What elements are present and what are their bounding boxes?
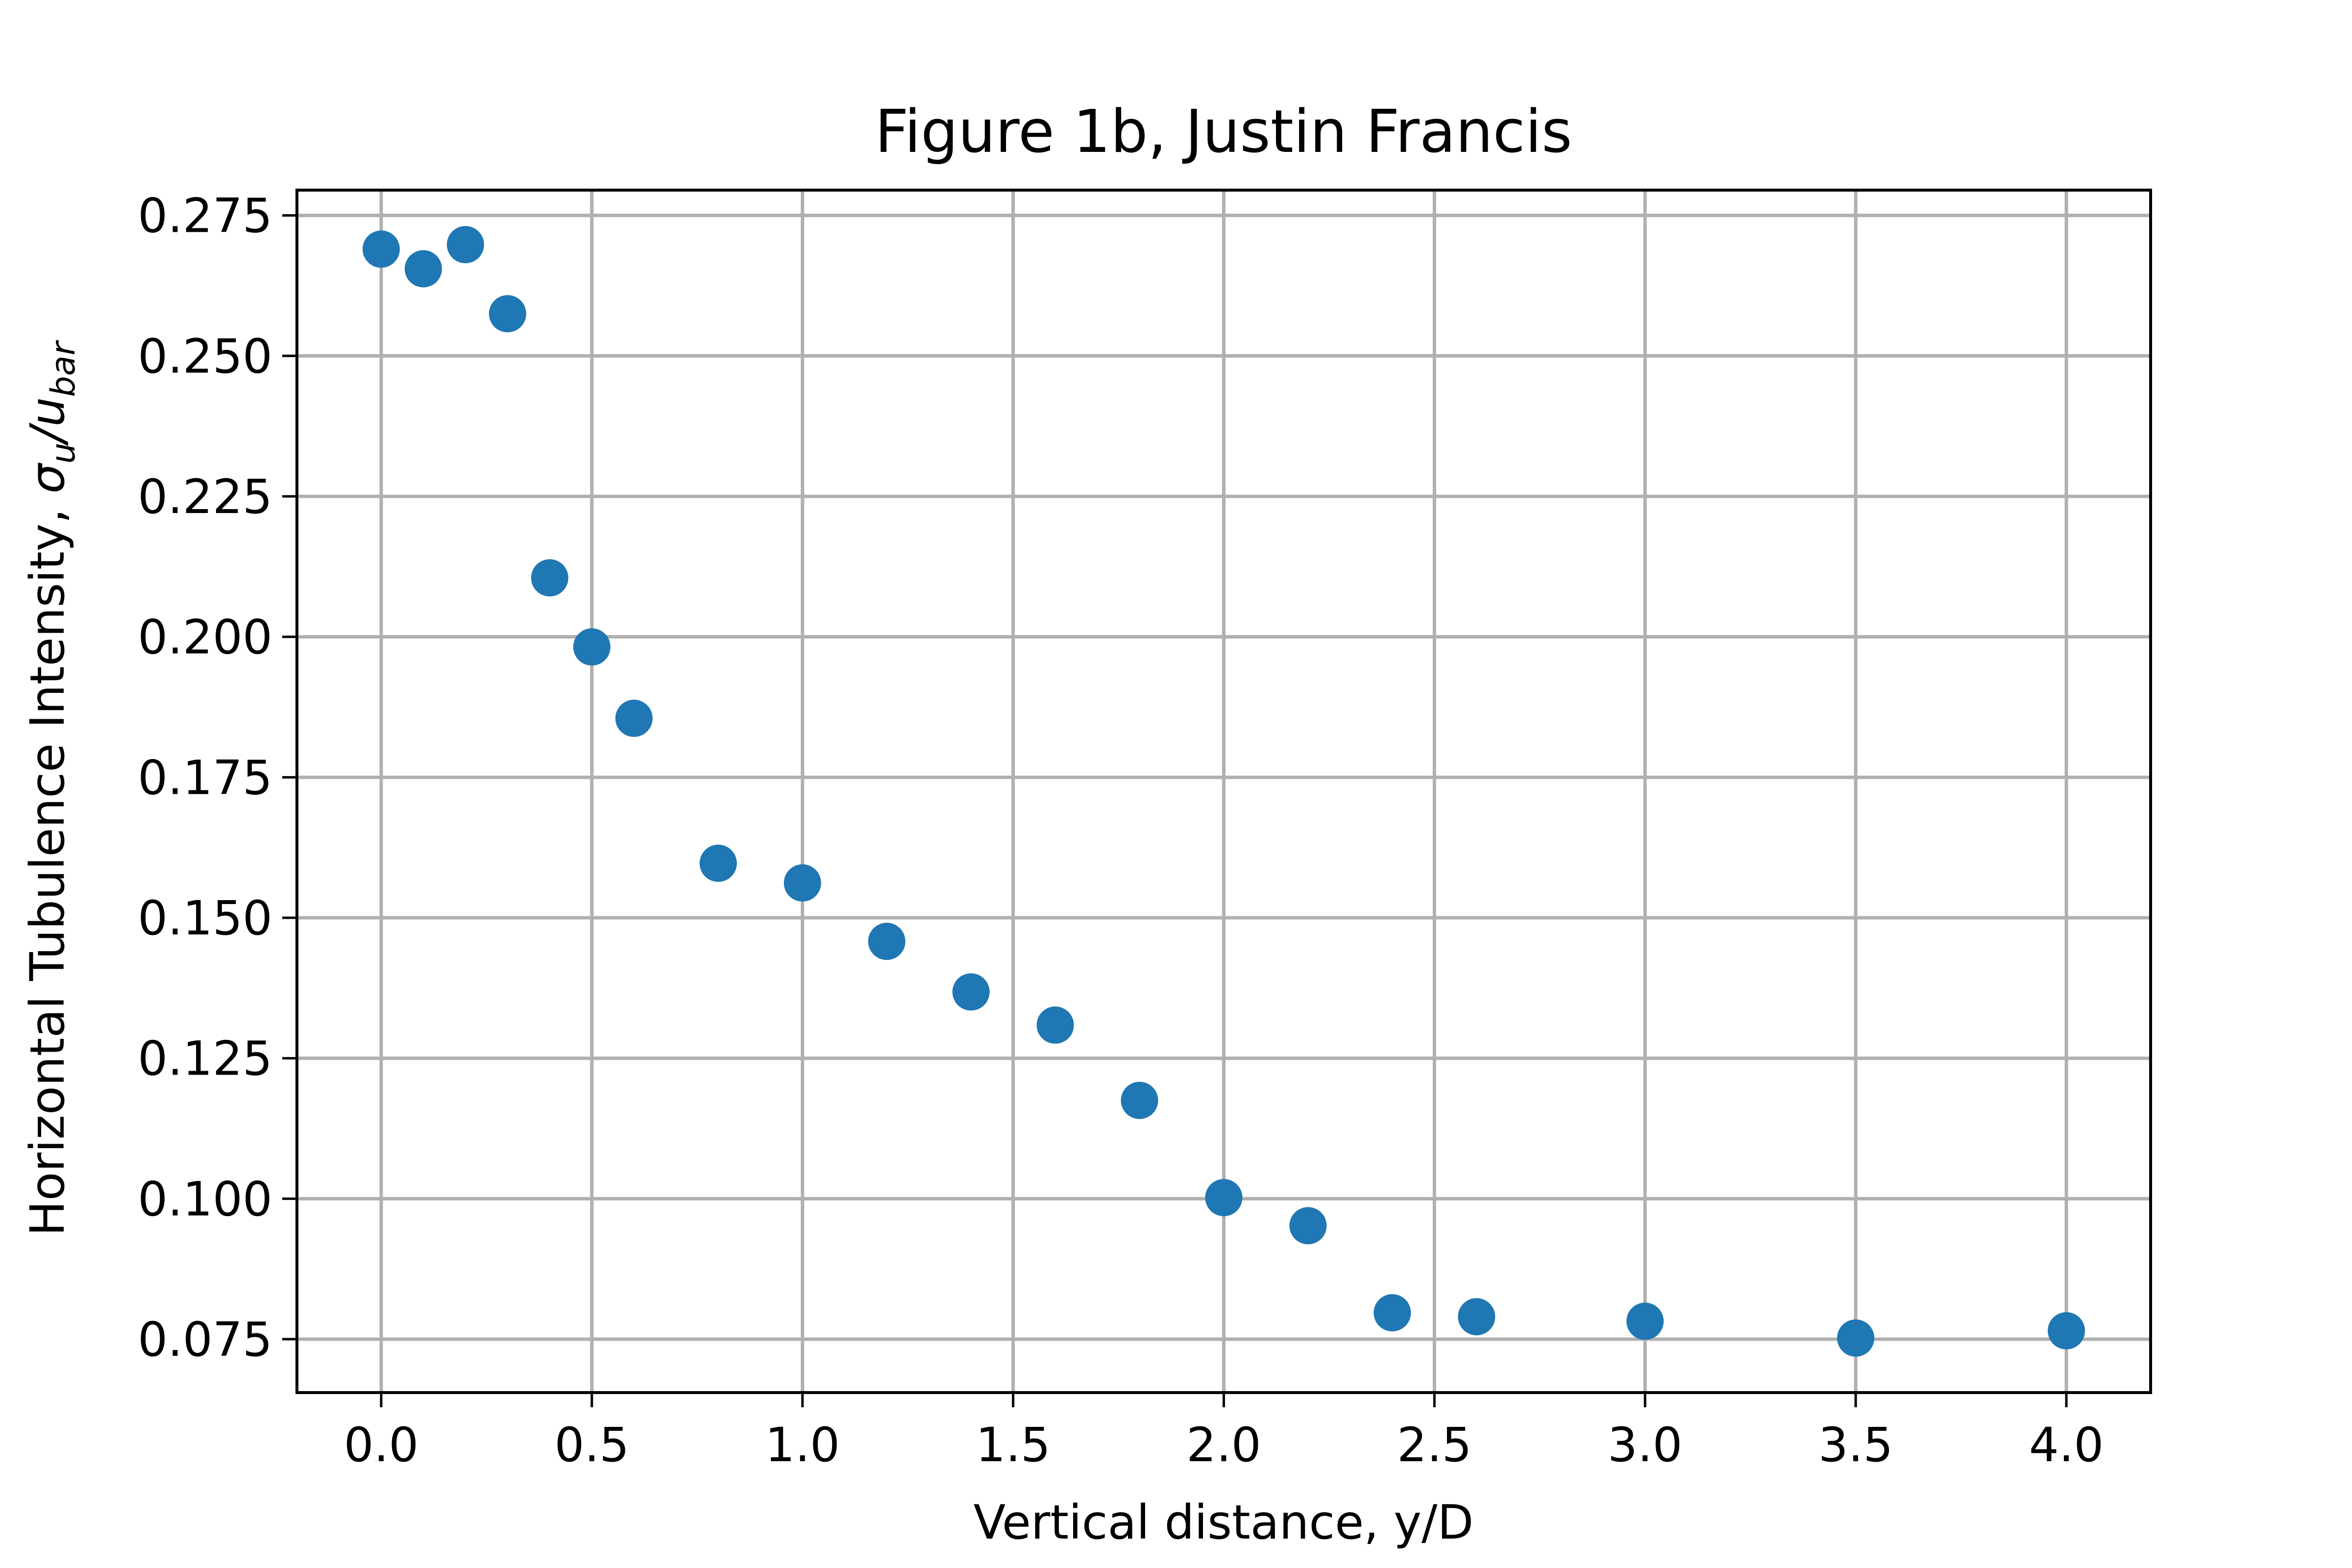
y-tick-label: 0.200 (138, 610, 272, 665)
data-point (1036, 1006, 1074, 1044)
data-point (952, 973, 990, 1011)
data-point (573, 628, 611, 666)
y-tick-label: 0.125 (138, 1031, 272, 1086)
y-axis-label: Horizontal Tubulence Intensity, σu/ubar (20, 340, 83, 1236)
x-tick-label: 3.5 (1818, 1418, 1893, 1472)
data-point (489, 295, 526, 333)
x-tick-label: 1.5 (976, 1418, 1051, 1472)
y-tick-label: 0.150 (138, 891, 272, 946)
data-point (362, 230, 400, 268)
data-point (1373, 1294, 1411, 1332)
data-point (1458, 1298, 1495, 1336)
y-axis-label-u: u (20, 397, 75, 427)
data-point (1626, 1302, 1664, 1340)
data-point (1289, 1207, 1327, 1245)
y-axis-label-sigma-sub: u (44, 442, 83, 464)
x-tick-label: 3.0 (1608, 1418, 1683, 1472)
data-point (1837, 1319, 1875, 1357)
data-point (2048, 1312, 2085, 1349)
tick-marks (282, 214, 2068, 1407)
chart-title: Figure 1b, Justin Francis (875, 98, 1572, 166)
x-axis-label: Vertical distance, y/D (974, 1495, 1474, 1550)
y-axis-label-u-sub: bar (44, 340, 83, 397)
x-tick-label: 0.0 (344, 1418, 419, 1472)
y-tick-label: 0.100 (138, 1172, 272, 1226)
x-tick-label: 4.0 (2029, 1418, 2104, 1472)
y-tick-label: 0.250 (138, 329, 272, 384)
x-tick-label: 0.5 (555, 1418, 630, 1472)
y-tick-label: 0.175 (138, 750, 272, 805)
data-points (362, 226, 2085, 1357)
y-axis-label-main: Horizontal Tubulence Intensity, (20, 493, 75, 1236)
y-tick-labels: 0.075 0.100 0.125 0.150 0.175 0.200 0.225 0.250… (138, 189, 272, 1367)
x-tick-label: 2.5 (1397, 1418, 1472, 1472)
x-tick-label: 1.0 (765, 1418, 840, 1472)
data-point (615, 699, 653, 737)
y-tick-label: 0.225 (138, 469, 272, 524)
grid-lines (297, 190, 2151, 1393)
x-tick-label: 2.0 (1186, 1418, 1261, 1472)
y-axis-label-sigma: σ (20, 462, 75, 493)
data-point (531, 559, 568, 597)
y-tick-label: 0.075 (138, 1312, 272, 1367)
data-point (446, 226, 484, 264)
data-point (1205, 1179, 1243, 1217)
data-point (699, 844, 737, 882)
data-point (1121, 1081, 1158, 1119)
data-point (784, 864, 821, 902)
y-tick-label: 0.275 (138, 189, 272, 244)
data-point (404, 250, 442, 288)
data-point (868, 923, 906, 960)
x-tick-labels: 0.0 0.5 1.0 1.5 2.0 2.5 3.0 3.5 4.0 (344, 1418, 2104, 1472)
